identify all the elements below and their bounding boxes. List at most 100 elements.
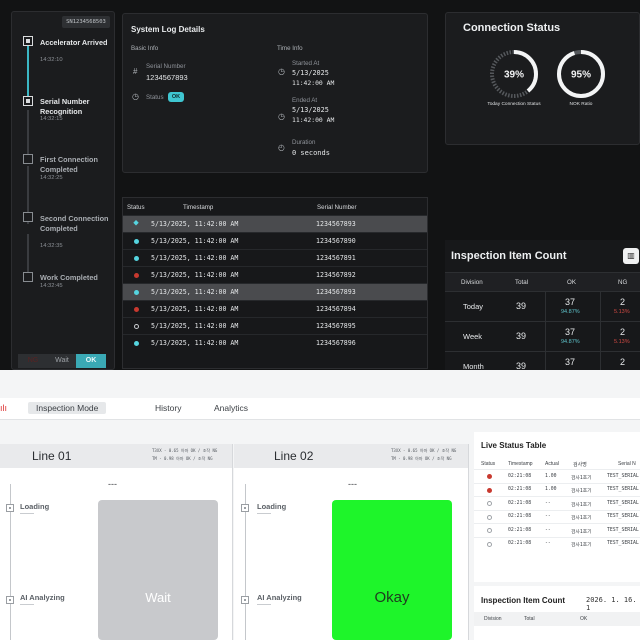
step-checkbox bbox=[6, 596, 14, 604]
table-row[interactable]: 5/13/2025, 11:42:00 AM 1234567894 bbox=[123, 300, 427, 317]
table-row[interactable]: 02:21:08 1.00 검사1호기 TEST_SERIAL bbox=[474, 482, 640, 497]
card-title: Inspection Item Count bbox=[481, 596, 565, 605]
timeline-connector bbox=[27, 110, 29, 156]
timeline-node bbox=[23, 212, 33, 222]
ended-label: Ended At bbox=[292, 97, 318, 104]
row-serial: TEST_SERIAL bbox=[607, 514, 639, 519]
table-row[interactable]: 02:21:08 -- 검사1호기 TEST_SERIAL bbox=[474, 536, 640, 551]
step-connector bbox=[10, 484, 11, 640]
timeline-connector bbox=[27, 234, 29, 274]
status-label: Status bbox=[146, 94, 164, 101]
nok-ratio-ring: 95% bbox=[557, 50, 605, 98]
column-header-total: Total bbox=[524, 616, 535, 622]
chart-icon[interactable]: ▥ bbox=[623, 248, 639, 264]
table-row[interactable]: 5/13/2025, 11:42:00 AM 1234567891 bbox=[123, 249, 427, 266]
timeline-step-time: 14:32:15 bbox=[40, 116, 63, 122]
row-name: 검사1호기 bbox=[571, 502, 592, 508]
status-dot-empty-icon bbox=[134, 324, 139, 329]
row-serial: TEST_SERIAL bbox=[607, 527, 639, 533]
tab-inspection-mode[interactable]: Inspection Mode bbox=[28, 402, 107, 414]
row-timestamp: 5/13/2025, 11:42:00 AM bbox=[151, 305, 239, 313]
step-ai-analyzing-label: AI Analyzing bbox=[257, 593, 302, 602]
table-row[interactable]: 5/13/2025, 11:42:00 AM 1234567892 bbox=[123, 266, 427, 283]
column-header-ng: NG bbox=[618, 279, 628, 286]
serial-chip: SN1234568503 bbox=[62, 16, 110, 28]
tab-analytics[interactable]: Analytics bbox=[214, 403, 249, 413]
row-timestamp: 02:21:08 bbox=[508, 487, 532, 492]
duration-value: 0 seconds bbox=[292, 149, 330, 157]
row-serial: TEST_SERIAL bbox=[607, 541, 639, 546]
table-row[interactable]: 02:21:08 -- 검사1호기 TEST_SERIAL bbox=[474, 509, 640, 524]
basic-info-heading: Basic Info bbox=[131, 45, 159, 52]
row-timestamp: 5/13/2025, 11:42:00 AM bbox=[151, 220, 239, 228]
ended-time: 11:42:00 AM bbox=[292, 116, 335, 124]
timeline-node bbox=[23, 154, 33, 164]
step-ai-analyzing-label: AI Analyzing bbox=[20, 593, 65, 602]
inspection-count-card: Inspection Item Count 2026. 1. 16. 1 Div… bbox=[474, 586, 640, 640]
table-row[interactable]: 02:21:08 1.00 검사1호기 TEST_SERIAL bbox=[474, 469, 640, 483]
timeline-step-time: 14:32:45 bbox=[40, 283, 63, 289]
column-header-total: Total bbox=[515, 279, 529, 286]
status-dot-ok-icon bbox=[134, 239, 139, 244]
card-title: System Log Details bbox=[131, 25, 205, 34]
table-row[interactable]: 5/13/2025, 11:42:00 AM 1234567896 bbox=[123, 334, 427, 351]
ng-count-cell: 2 bbox=[620, 327, 626, 337]
status-dot-empty-icon bbox=[487, 514, 492, 520]
row-serial: 1234567895 bbox=[316, 322, 356, 330]
inspection-count-card: Inspection Item Count ▥ Division Total O… bbox=[445, 240, 640, 370]
system-log-window: SN1234568503 Accelerator Arrived 14:32:1… bbox=[0, 0, 640, 370]
ng-percent-cell: 5.13% bbox=[614, 309, 630, 315]
threshold-line: TM - 0.98 아마 OK / 조작 NG bbox=[391, 456, 452, 461]
column-header-serial: Serial N bbox=[618, 461, 636, 467]
ng-count-cell: 2 bbox=[620, 357, 626, 367]
result-toggle-ok[interactable]: OK bbox=[76, 354, 106, 368]
row-name: 검사1호기 bbox=[571, 489, 592, 494]
line-02-result-box: Okay bbox=[332, 500, 452, 640]
step-loading-label: Loading bbox=[257, 502, 287, 511]
row-timestamp: 02:21:08 bbox=[508, 541, 532, 546]
row-actual: 1.00 bbox=[545, 487, 557, 492]
status-dot-ng-icon bbox=[134, 273, 139, 278]
system-log-details-card: System Log Details Basic Info # Serial N… bbox=[122, 13, 428, 173]
table-row[interactable]: 02:21:08 -- 검사1호기 TEST_SERIAL bbox=[474, 496, 640, 510]
ok-count-cell: 37 bbox=[565, 327, 576, 337]
row-serial: 1234567896 bbox=[316, 339, 356, 347]
result-toggle-wait[interactable]: Wait bbox=[48, 354, 76, 368]
table-header-row: Division Total OK NG bbox=[445, 272, 640, 292]
row-timestamp: 02:21:08 bbox=[508, 514, 532, 519]
column-header-ok: OK bbox=[567, 279, 576, 286]
ok-percent-cell: 94.87% bbox=[561, 309, 580, 315]
step-checkbox bbox=[241, 504, 249, 512]
timeline-step-time: 14:32:25 bbox=[40, 175, 63, 181]
today-connection-ring: 39% bbox=[490, 50, 538, 98]
table-row[interactable]: 5/13/2025, 11:42:00 AM 1234567890 bbox=[123, 232, 427, 249]
hash-icon: # bbox=[133, 67, 138, 76]
today-connection-label: Today Connection Status bbox=[487, 102, 541, 107]
table-row[interactable]: 5/13/2025, 11:42:00 AM 1234567893 bbox=[123, 283, 427, 300]
row-timestamp: 5/13/2025, 11:42:00 AM bbox=[151, 339, 239, 347]
column-header-division: Division bbox=[484, 616, 502, 622]
row-serial: TEST_SERIAL bbox=[607, 473, 639, 479]
ok-count-cell: 37 bbox=[565, 297, 576, 307]
started-label: Started At bbox=[292, 60, 320, 67]
threshold-line: T3XX - 0.65 아마 OK / 조작 NG bbox=[391, 448, 457, 453]
line-header: Line 02 T3XX - 0.65 아마 OK / 조작 NG TM - 0… bbox=[234, 444, 468, 468]
line-01-panel: Line 01 T3XX - 0.65 아마 OK / 조작 NG TM - 0… bbox=[0, 444, 233, 640]
serial-placeholder: --- bbox=[348, 479, 357, 489]
timeline-node bbox=[23, 272, 33, 282]
division-cell: Month bbox=[463, 362, 484, 370]
timeline-node-active bbox=[23, 36, 33, 46]
step-loading-label: Loading bbox=[20, 502, 50, 511]
threshold-line: T3XX - 0.65 아마 OK / 조작 NG bbox=[152, 448, 218, 453]
line-title: Line 02 bbox=[274, 449, 314, 463]
table-row[interactable]: ⯁ 5/13/2025, 11:42:00 AM 1234567893 bbox=[123, 215, 427, 232]
table-row[interactable]: 02:21:08 -- 검사1호기 TEST_SERIAL bbox=[474, 523, 640, 537]
table-row[interactable]: 5/13/2025, 11:42:00 AM 1234567895 bbox=[123, 317, 427, 334]
tab-history[interactable]: History bbox=[155, 403, 182, 413]
status-dot-ok-icon bbox=[134, 341, 139, 346]
column-header-timestamp: Timestamp bbox=[508, 461, 533, 467]
started-date: 5/13/2025 bbox=[292, 69, 329, 77]
status-dot-empty-icon bbox=[487, 528, 492, 533]
result-toggle-ng[interactable]: NG bbox=[18, 354, 48, 368]
ok-percent-cell: 94.87% bbox=[561, 339, 580, 345]
